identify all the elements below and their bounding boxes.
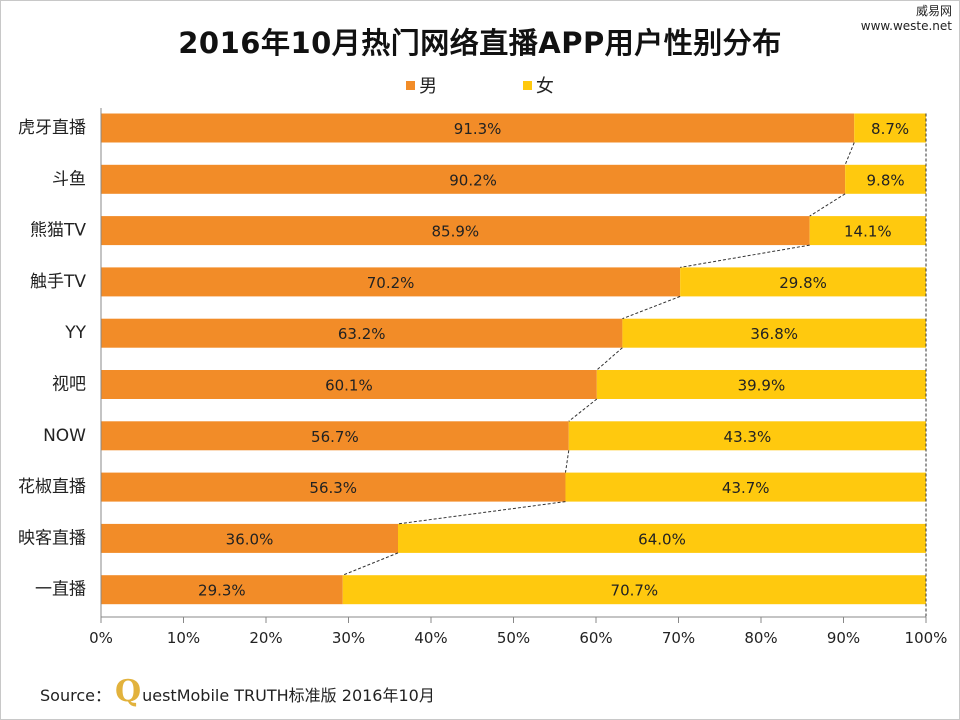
connector-line-3 (622, 295, 681, 320)
legend-swatch-female (522, 80, 532, 90)
x-tick-label-5: 50% (497, 629, 530, 647)
bar-male-2 (101, 216, 810, 246)
legend-item-male: 男 (406, 72, 437, 98)
bar-male-5 (101, 370, 597, 399)
category-label-8: 映客直播 (18, 528, 86, 548)
bar-female-3 (680, 267, 926, 297)
connector-line-7 (397, 501, 566, 525)
category-label-4: YY (64, 323, 86, 343)
chart-title: 2016年10月热门网络直播APP用户性别分布 (178, 26, 782, 60)
label-male-7: 56.3% (309, 479, 357, 497)
bar-female-7 (565, 472, 926, 502)
label-female-1: 9.8% (867, 171, 905, 189)
category-label-7: 花椒直播 (18, 477, 86, 497)
legend: 男 女 (0, 72, 960, 98)
connector-line-2 (680, 244, 810, 268)
connector-line-1 (809, 193, 846, 217)
bar-female-1 (845, 164, 926, 194)
label-male-2: 85.9% (432, 223, 480, 241)
bar-female-4 (622, 318, 926, 348)
x-tick-label-0: 0% (89, 629, 113, 647)
watermark: 威易网 www.weste.net (861, 4, 952, 34)
x-tick-label-10: 100% (905, 629, 948, 647)
bar-male-1 (101, 164, 846, 194)
category-label-2: 熊猫TV (30, 221, 86, 241)
connector-line-5 (568, 398, 598, 422)
bar-male-3 (101, 267, 681, 297)
category-label-9: 一直播 (35, 580, 86, 600)
legend-swatch-male (406, 80, 416, 90)
x-tick-label-1: 10% (167, 629, 200, 647)
label-male-1: 90.2% (449, 171, 497, 189)
questmobile-logo-initial: Q (114, 674, 142, 709)
x-tick-label-4: 40% (414, 629, 447, 647)
source-text: uestMobile TRUTH标准版 2016年10月 (142, 686, 435, 705)
category-label-5: 视吧 (52, 375, 86, 395)
legend-label-female: 女 (535, 76, 554, 97)
x-tick-label-8: 80% (744, 629, 777, 647)
label-male-0: 91.3% (454, 120, 502, 138)
label-female-4: 36.8% (750, 325, 798, 343)
bar-female-9 (342, 575, 927, 605)
category-label-3: 触手TV (30, 272, 86, 292)
bar-male-4 (101, 318, 623, 348)
label-male-6: 56.7% (311, 428, 359, 446)
source-note: Source： Q uestMobile TRUTH标准版 2016年10月 (40, 674, 435, 709)
label-female-0: 8.7% (871, 120, 909, 138)
source-label: Source： (40, 686, 111, 705)
label-female-9: 70.7% (611, 582, 659, 600)
bar-male-6 (101, 421, 569, 451)
category-label-1: 斗鱼 (52, 169, 86, 189)
x-tick-label-9: 90% (827, 629, 860, 647)
bar-female-5 (596, 370, 926, 399)
bar-female-8 (398, 523, 926, 553)
label-male-4: 63.2% (338, 325, 386, 343)
x-tick-label-3: 30% (332, 629, 365, 647)
label-male-5: 60.1% (325, 377, 373, 395)
label-male-9: 29.3% (198, 582, 246, 600)
bar-male-0 (101, 113, 855, 143)
x-tick-label-2: 20% (249, 629, 282, 647)
label-male-8: 36.0% (226, 530, 274, 548)
watermark-line-2: www.weste.net (860, 19, 952, 33)
bar-female-6 (568, 421, 926, 451)
legend-item-female: 女 (522, 72, 554, 98)
connector-line-8 (342, 552, 399, 576)
x-tick-label-6: 60% (579, 629, 612, 647)
category-label-0: 虎牙直播 (18, 118, 86, 138)
bar-male-9 (101, 575, 343, 605)
legend-label-male: 男 (419, 76, 438, 97)
label-female-2: 14.1% (844, 223, 892, 241)
bar-female-2 (809, 216, 926, 246)
label-female-5: 39.9% (738, 377, 786, 395)
connector-line-6 (564, 450, 570, 473)
connector-line-0 (844, 142, 855, 165)
label-female-7: 43.7% (722, 479, 770, 497)
bar-male-8 (101, 523, 398, 553)
label-female-8: 64.0% (638, 530, 686, 548)
connector-line-4 (596, 347, 623, 371)
watermark-line-1: 威易网 (915, 4, 952, 18)
label-female-3: 29.8% (779, 274, 827, 292)
label-male-3: 70.2% (367, 274, 415, 292)
x-tick-label-7: 70% (662, 629, 695, 647)
bar-female-0 (854, 113, 926, 143)
category-label-6: NOW (43, 426, 86, 446)
label-female-6: 43.3% (724, 428, 772, 446)
bar-male-7 (101, 472, 566, 502)
